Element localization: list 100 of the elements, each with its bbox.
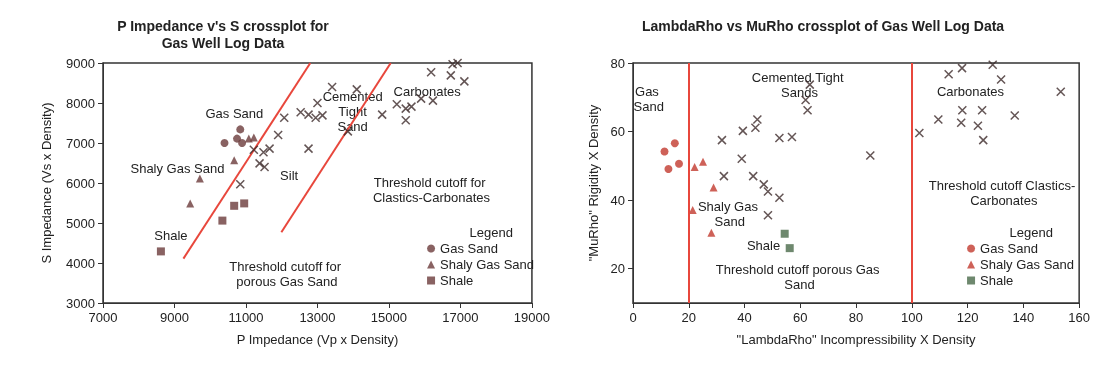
point	[737, 153, 747, 164]
point	[452, 58, 463, 68]
legend-label: Shale	[980, 273, 1014, 288]
x-tick-label: 80	[848, 310, 864, 325]
point	[707, 228, 716, 237]
point	[956, 117, 966, 128]
point	[446, 70, 456, 81]
chart-title: P Impedance v's S crossplot for Gas Well Log Data	[117, 17, 330, 51]
y-tick-label: 5000	[66, 215, 95, 231]
point	[426, 67, 436, 77]
point	[273, 130, 283, 140]
point	[914, 128, 925, 138]
point	[401, 103, 411, 114]
point	[258, 147, 269, 157]
x-tick-label: 7000	[88, 310, 118, 325]
point	[295, 107, 306, 117]
legend-title: Legend	[469, 225, 514, 240]
point	[303, 143, 314, 154]
annotation: Carbonates	[393, 84, 462, 100]
point	[763, 210, 773, 220]
point	[264, 143, 275, 154]
x-axis-title: "LambdaRho" Incompressibility X Density	[736, 332, 977, 347]
legend-label: Gas Sand	[980, 241, 1038, 256]
annotation: Carbonates	[936, 84, 1005, 100]
point	[774, 192, 785, 203]
legend-label: Gas Sand	[440, 241, 498, 256]
legend-title: Legend	[1009, 225, 1054, 240]
x-tick-label: 140	[1012, 310, 1035, 325]
point	[220, 139, 229, 147]
point	[1009, 110, 1020, 121]
annotation: Gas Sand	[205, 105, 264, 121]
point	[218, 216, 227, 225]
point	[428, 95, 438, 106]
point	[670, 139, 679, 148]
x-tick-label: 120	[956, 310, 979, 325]
annotation: Shaly Gas Sand	[697, 199, 762, 230]
point	[392, 99, 402, 109]
point	[719, 171, 729, 181]
annotation: Shale	[746, 237, 781, 253]
point	[249, 145, 259, 155]
point	[780, 229, 789, 238]
point	[660, 147, 669, 156]
point	[717, 135, 727, 145]
x-tick-label: 19000	[513, 310, 550, 325]
point	[690, 162, 699, 171]
point	[675, 159, 684, 168]
y-tick-label: 4000	[66, 255, 95, 271]
point	[996, 74, 1006, 85]
point	[447, 59, 458, 69]
point	[763, 186, 773, 197]
point	[1056, 87, 1066, 97]
x-tick-label: 20	[681, 310, 696, 325]
point	[244, 134, 253, 143]
point	[957, 105, 968, 116]
point	[802, 105, 813, 116]
point	[279, 113, 289, 123]
x-tick-label: 100	[901, 310, 923, 325]
point	[377, 109, 387, 120]
point	[957, 63, 967, 73]
point	[240, 199, 249, 208]
x-tick-label: 40	[737, 310, 752, 325]
point	[943, 69, 954, 80]
point	[752, 114, 763, 125]
x-axis-title: P Impedance (Vp x Density)	[236, 332, 399, 347]
legend-label: Shale	[440, 273, 474, 288]
point	[156, 247, 165, 256]
point	[664, 164, 673, 173]
y-tick-label: 60	[610, 124, 625, 140]
point	[406, 101, 417, 112]
annotation: Threshold cutoff porous Gas Sand	[715, 261, 884, 292]
point	[312, 98, 323, 108]
point	[235, 179, 246, 189]
x-tick-label: 0	[629, 310, 637, 325]
y-tick-label: 20	[610, 261, 625, 277]
y-tick-label: 9000	[66, 55, 95, 71]
legend-label: Shaly Gas Sand	[980, 257, 1075, 272]
point	[774, 133, 785, 143]
point	[230, 201, 239, 210]
y-axis-title: "MuRho" Rigidity X Density	[585, 104, 601, 262]
point	[310, 113, 321, 123]
x-tick-label: 160	[1068, 310, 1091, 325]
y-tick-label: 3000	[66, 295, 95, 311]
x-tick-label: 13000	[299, 310, 336, 325]
y-tick-label: 40	[610, 192, 625, 208]
x-tick-label: 15000	[370, 310, 408, 325]
point	[787, 132, 797, 142]
point	[238, 139, 247, 147]
annotation: Shale	[154, 228, 188, 244]
chart-title: LambdaRho vs MuRho crossplot of Gas Well Log Data	[641, 17, 1005, 34]
y-tick-label: 7000	[66, 135, 95, 151]
y-tick-label: 6000	[66, 175, 95, 191]
point	[750, 123, 761, 133]
point	[401, 115, 411, 125]
annotation: Cemented Tight Sands	[751, 69, 848, 100]
point	[259, 162, 270, 172]
annotation: Silt	[280, 168, 299, 184]
point	[317, 110, 328, 121]
point	[303, 109, 314, 120]
point	[236, 125, 245, 134]
point	[973, 120, 983, 131]
